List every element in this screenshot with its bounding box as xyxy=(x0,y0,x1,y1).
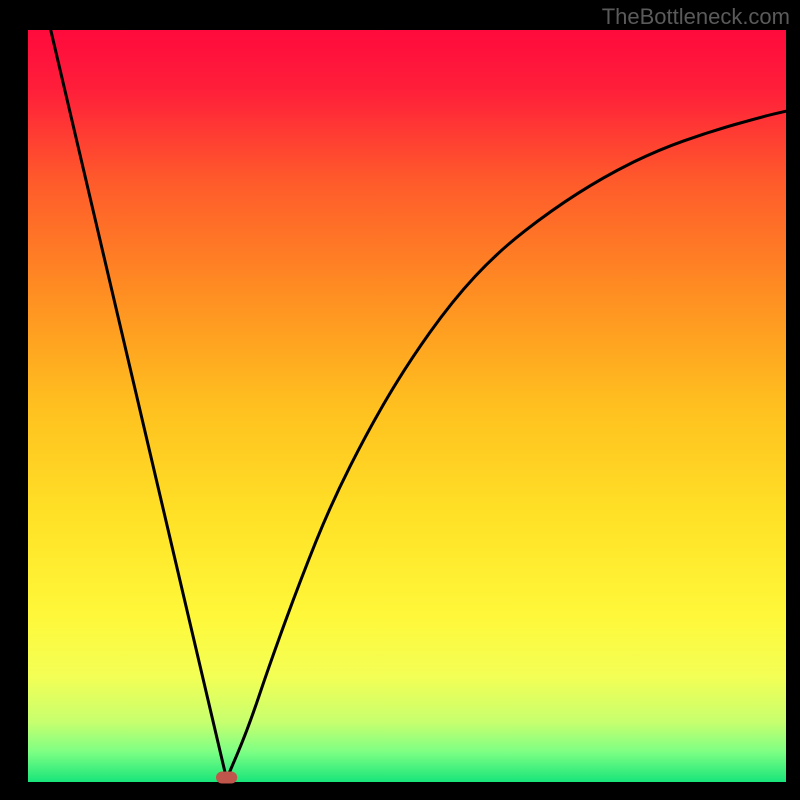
chart-frame: TheBottleneck.com xyxy=(0,0,800,800)
chart-svg xyxy=(0,0,800,800)
min-marker xyxy=(216,771,237,783)
plot-background xyxy=(28,30,786,782)
watermark-text: TheBottleneck.com xyxy=(602,4,790,30)
